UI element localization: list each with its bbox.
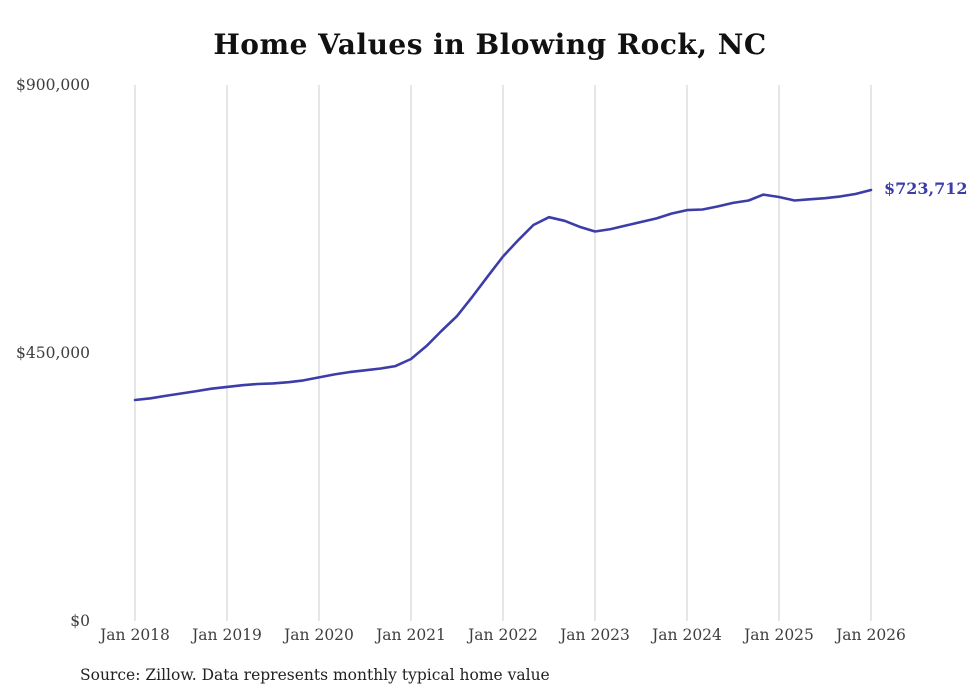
x-tick-label: Jan 2020 (284, 626, 354, 644)
x-tick-label: Jan 2019 (192, 626, 262, 644)
x-tick-label: Jan 2025 (744, 626, 814, 644)
vertical-gridlines (134, 85, 872, 621)
y-tick-label: $900,000 (16, 76, 90, 94)
x-tick-label: Jan 2018 (100, 626, 170, 644)
y-tick-label: $450,000 (16, 344, 90, 362)
x-tick-label: Jan 2023 (560, 626, 630, 644)
latest-value-annotation: $723,712 (884, 178, 968, 198)
x-tick-label: Jan 2021 (376, 626, 446, 644)
source-note: Source: Zillow. Data represents monthly … (80, 666, 550, 684)
chart-title: Home Values in Blowing Rock, NC (213, 28, 767, 61)
x-tick-label: Jan 2026 (836, 626, 906, 644)
home-value-line-series (133, 188, 873, 402)
x-tick-label: Jan 2022 (468, 626, 538, 644)
y-tick-label: $0 (70, 612, 90, 630)
x-tick-label: Jan 2024 (652, 626, 722, 644)
